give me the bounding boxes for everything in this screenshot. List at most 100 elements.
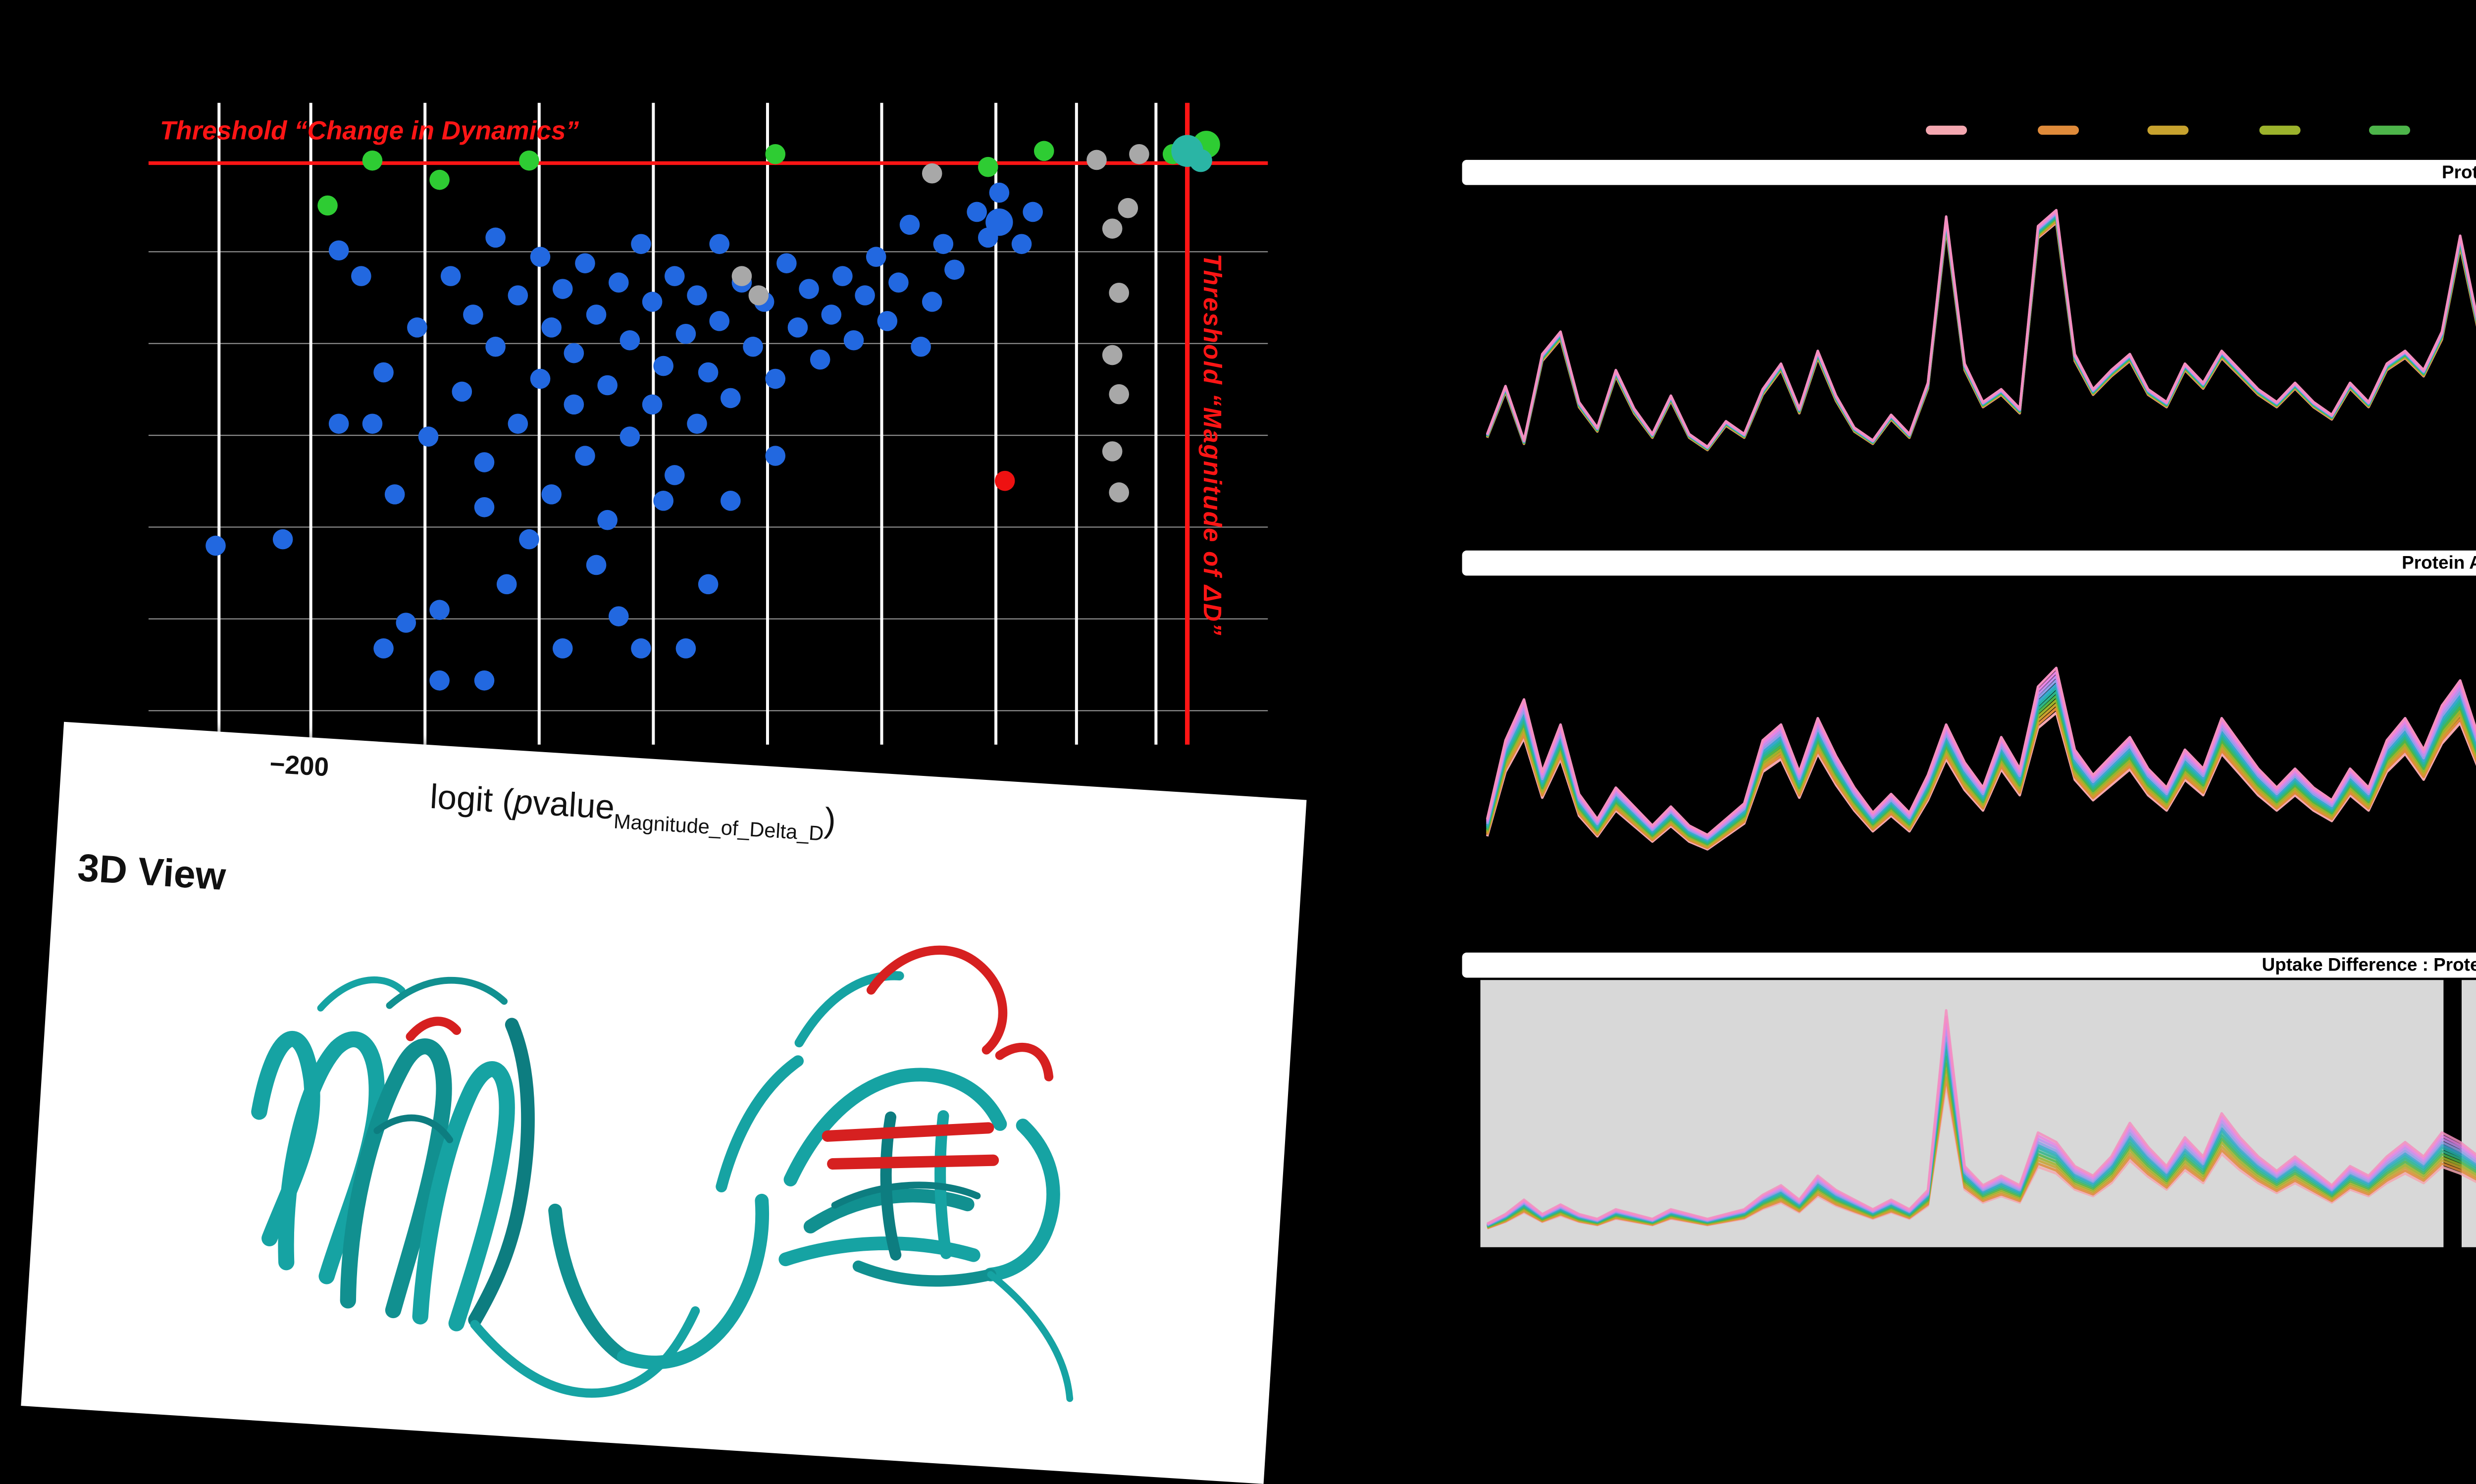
scatter-point-blue[interactable] bbox=[396, 613, 416, 633]
uptake-trace-timepoint-10[interactable] bbox=[1486, 609, 2476, 839]
scatter-point-blue[interactable] bbox=[1011, 234, 1032, 255]
scatter-point-blue[interactable] bbox=[552, 638, 573, 659]
scatter-point-blue[interactable] bbox=[721, 491, 741, 511]
scatter-point-green[interactable] bbox=[429, 169, 450, 190]
scatter-point-blue[interactable] bbox=[866, 247, 886, 267]
scatter-point-blue[interactable] bbox=[586, 305, 607, 325]
scatter-point-blue[interactable] bbox=[485, 227, 506, 248]
scatter-point-blue[interactable] bbox=[452, 381, 472, 402]
uptake-trace-timepoint-12[interactable] bbox=[1487, 1009, 2476, 1225]
uptake-trace-timepoint-9[interactable] bbox=[1487, 1029, 2476, 1227]
scatter-point-blue[interactable] bbox=[765, 446, 786, 466]
scatter-point-blue[interactable] bbox=[463, 305, 483, 325]
scatter-point-gray[interactable] bbox=[1086, 150, 1107, 170]
legend-swatch-timepoint-4[interactable] bbox=[2258, 125, 2300, 136]
scatter-point-gray[interactable] bbox=[922, 163, 942, 184]
scatter-point-gray[interactable] bbox=[1102, 218, 1123, 239]
scatter-point-blue[interactable] bbox=[888, 272, 909, 293]
uptake-trace-timepoint-1[interactable] bbox=[1487, 1083, 2476, 1229]
scatter-point-blue[interactable] bbox=[832, 266, 853, 286]
uptake-trace-timepoint-4[interactable] bbox=[1487, 1062, 2476, 1228]
scatter-point-blue[interactable] bbox=[530, 368, 551, 389]
scatter-point-blue[interactable] bbox=[687, 413, 707, 434]
scatter-point-blue[interactable] bbox=[821, 305, 842, 325]
scatter-point-blue[interactable] bbox=[787, 317, 808, 338]
scatter-point-blue[interactable] bbox=[631, 638, 651, 659]
scatter-point-blue[interactable] bbox=[967, 202, 987, 222]
legend-swatch-timepoint-2[interactable] bbox=[2036, 125, 2078, 136]
scatter-point-blue[interactable] bbox=[721, 388, 741, 409]
scatter-point-blue[interactable] bbox=[485, 336, 506, 357]
volcano-plot[interactable]: Threshold “Change in Dynamics” Threshold… bbox=[148, 102, 1268, 745]
scatter-point-blue[interactable] bbox=[675, 638, 696, 659]
scatter-point-blue[interactable] bbox=[597, 375, 618, 396]
uptake-trace-timepoint-8[interactable] bbox=[1486, 620, 2476, 842]
scatter-point-blue[interactable] bbox=[508, 413, 528, 434]
uptake-chart-protein-a[interactable] bbox=[1480, 192, 2476, 539]
scatter-point-blue[interactable] bbox=[206, 535, 226, 556]
scatter-point-blue[interactable] bbox=[1023, 202, 1043, 222]
scatter-point-gray[interactable] bbox=[1129, 144, 1149, 164]
uptake-trace-timepoint-5[interactable] bbox=[1487, 1056, 2476, 1228]
scatter-point-blue[interactable] bbox=[440, 266, 461, 286]
scatter-point-blue[interactable] bbox=[799, 279, 819, 299]
scatter-point-blue[interactable] bbox=[373, 638, 394, 659]
scatter-point-blue[interactable] bbox=[508, 285, 528, 306]
scatter-point-blue[interactable] bbox=[575, 253, 595, 273]
scatter-point-blue[interactable] bbox=[776, 253, 797, 273]
scatter-point-blue[interactable] bbox=[586, 555, 607, 575]
scatter-point-blue[interactable] bbox=[698, 362, 719, 383]
uptake-trace-timepoint-5[interactable] bbox=[1486, 635, 2476, 846]
uptake-trace-timepoint-12[interactable] bbox=[1486, 599, 2476, 836]
scatter-point-blue[interactable] bbox=[687, 285, 707, 306]
uptake-trace-timepoint-11[interactable] bbox=[1487, 1016, 2476, 1226]
scatter-point-blue[interactable] bbox=[328, 240, 349, 261]
scatter-point-blue[interactable] bbox=[272, 529, 293, 550]
uptake-chart-protein-a-ligand[interactable] bbox=[1480, 580, 2476, 923]
uptake-trace-timepoint-4[interactable] bbox=[1486, 640, 2476, 847]
scatter-point-gray[interactable] bbox=[748, 285, 769, 306]
scatter-point-blue[interactable] bbox=[474, 452, 495, 472]
scatter-point-blue[interactable] bbox=[575, 446, 595, 466]
scatter-point-blue[interactable] bbox=[496, 574, 517, 595]
scatter-point-green[interactable] bbox=[978, 156, 998, 177]
scatter-point-gray[interactable] bbox=[731, 266, 752, 286]
legend-swatch-timepoint-3[interactable] bbox=[2147, 125, 2189, 136]
scatter-point-blue[interactable] bbox=[933, 234, 954, 255]
scatter-point-green[interactable] bbox=[519, 150, 539, 171]
scatter-point-gray[interactable] bbox=[1102, 441, 1123, 461]
uptake-trace-timepoint-2[interactable] bbox=[1486, 651, 2476, 849]
scatter-point-blue[interactable] bbox=[530, 247, 551, 267]
uptake-trace-timepoint-11[interactable] bbox=[1486, 604, 2476, 838]
uptake-trace-timepoint-6[interactable] bbox=[1487, 1049, 2476, 1228]
scatter-point-blue[interactable] bbox=[429, 670, 450, 691]
scatter-point-gray[interactable] bbox=[1109, 283, 1130, 303]
scatter-point-blue[interactable] bbox=[384, 484, 405, 505]
uptake-difference-chart[interactable] bbox=[1480, 980, 2476, 1247]
scatter-point-blue[interactable] bbox=[328, 413, 349, 434]
scatter-point-gray[interactable] bbox=[1118, 198, 1138, 218]
scatter-point-teal[interactable] bbox=[1189, 149, 1212, 172]
volcano-plot-svg[interactable] bbox=[148, 102, 1268, 745]
legend-swatch-timepoint-1[interactable] bbox=[1926, 125, 1967, 136]
protein-structure[interactable] bbox=[21, 722, 1306, 1484]
scatter-point-blue[interactable] bbox=[675, 323, 696, 344]
scatter-point-blue[interactable] bbox=[642, 292, 663, 312]
scatter-point-blue[interactable] bbox=[418, 426, 439, 447]
scatter-point-blue[interactable] bbox=[619, 426, 640, 447]
uptake-trace-timepoint-1[interactable] bbox=[1486, 656, 2476, 851]
uptake-trace-timepoint-6[interactable] bbox=[1486, 629, 2476, 844]
scatter-point-blue[interactable] bbox=[653, 491, 674, 511]
scatter-point-blue[interactable] bbox=[474, 497, 495, 517]
uptake-trace-timepoint-9[interactable] bbox=[1486, 614, 2476, 840]
scatter-point-blue[interactable] bbox=[843, 330, 864, 351]
scatter-point-blue[interactable] bbox=[597, 510, 618, 530]
legend-swatch-timepoint-5[interactable] bbox=[2369, 125, 2411, 136]
uptake-trace-timepoint-10[interactable] bbox=[1487, 1023, 2476, 1226]
scatter-point-green[interactable] bbox=[1033, 141, 1054, 161]
scatter-point-blue[interactable] bbox=[911, 336, 931, 357]
scatter-point-blue[interactable] bbox=[899, 214, 920, 235]
scatter-point-blue[interactable] bbox=[922, 292, 942, 312]
scatter-point-blue[interactable] bbox=[709, 234, 730, 255]
uptake-trace-timepoint-2[interactable] bbox=[1487, 1076, 2476, 1229]
